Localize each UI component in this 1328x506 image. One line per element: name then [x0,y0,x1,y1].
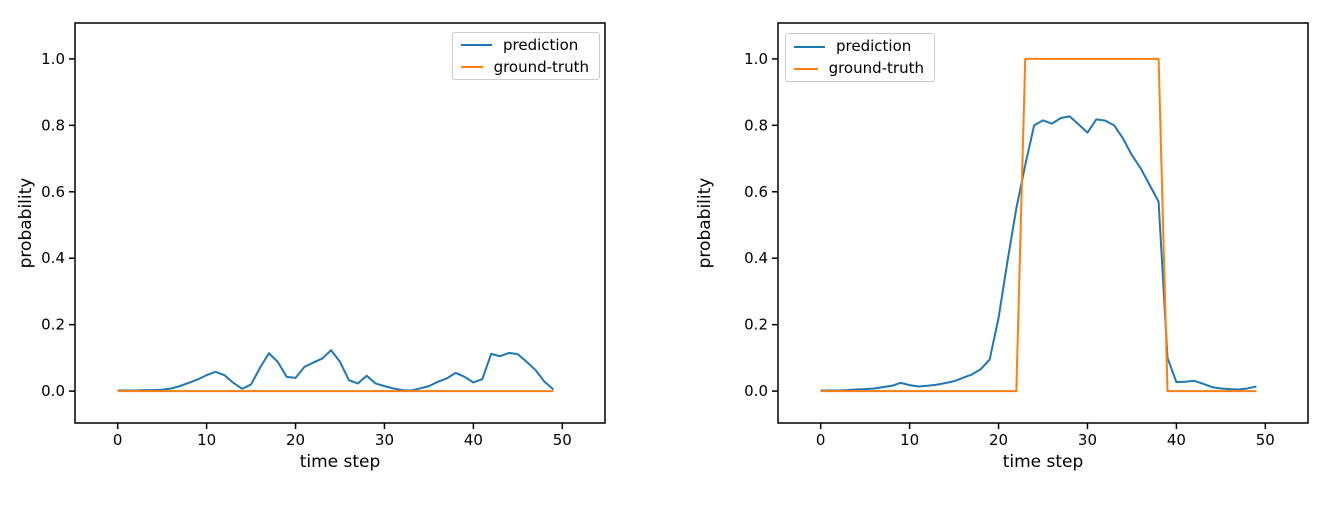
svg-text:20: 20 [286,431,305,449]
legend-label-ground-truth: ground-truth [493,57,589,76]
legend-label-ground-truth: ground-truth [828,59,924,77]
legend-item-prediction: prediction [794,38,924,55]
legend-label-prediction: prediction [836,37,912,55]
svg-text:0.0: 0.0 [744,382,768,400]
svg-text:0.8: 0.8 [744,116,768,134]
svg-text:0.8: 0.8 [41,116,65,134]
legend-label-prediction: prediction [503,35,579,54]
svg-text:40: 40 [1167,431,1186,449]
prediction-line-swatch [461,44,492,46]
svg-text:0.2: 0.2 [744,316,768,334]
prediction-line-swatch [794,45,825,48]
svg-text:0: 0 [113,431,123,449]
svg-text:1.0: 1.0 [41,50,65,68]
svg-text:1.0: 1.0 [744,50,768,68]
svg-text:0.4: 0.4 [744,249,768,267]
legend-item-ground-truth: ground-truth [461,57,589,76]
svg-text:0.6: 0.6 [41,183,65,201]
svg-text:40: 40 [464,431,483,449]
svg-text:0.4: 0.4 [41,249,65,267]
svg-text:20: 20 [989,431,1008,449]
svg-text:0.2: 0.2 [41,316,65,334]
left-legend: prediction ground-truth [452,32,600,80]
svg-text:50: 50 [1256,431,1275,449]
svg-text:0: 0 [816,431,826,449]
svg-text:30: 30 [375,431,394,449]
svg-text:0.0: 0.0 [41,382,65,400]
right-y-axis-label: probability [695,177,715,269]
right-legend: prediction ground-truth [785,33,935,82]
left-chart-canvas: 0 10 20 30 40 50 0.0 0.2 0.4 0.6 0.8 1.0 [41,22,606,449]
svg-text:50: 50 [553,431,572,449]
legend-item-ground-truth: ground-truth [794,60,924,77]
svg-text:0.6: 0.6 [744,183,768,201]
right-chart-panel: 0 10 20 30 40 50 0.0 0.2 0.4 0.6 0.8 1.0 probabilit… [664,0,1328,506]
left-chart-panel: 0 10 20 30 40 50 0.0 0.2 0.4 0.6 0.8 1.0 probabilit… [16,22,606,472]
ground-truth-line-swatch [794,67,818,70]
right-x-axis-label: time step [1002,452,1084,472]
right-chart-canvas: 0 10 20 30 40 50 0.0 0.2 0.4 0.6 0.8 1.0 [744,22,1309,449]
ground-truth-line-swatch [461,66,483,68]
svg-text:30: 30 [1078,431,1097,449]
left-y-axis-label: probability [16,177,36,269]
legend-item-prediction: prediction [461,35,589,54]
left-x-axis-label: time step [299,452,381,472]
svg-text:10: 10 [900,431,919,449]
svg-text:10: 10 [197,431,216,449]
